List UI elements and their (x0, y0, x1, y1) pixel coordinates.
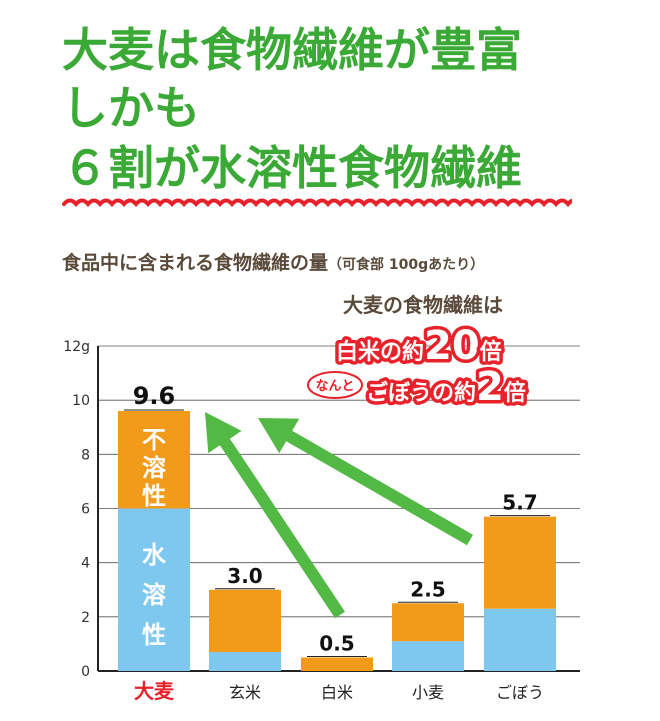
badge-burdock-2x: なんと ごぼうの約2倍 (307, 361, 529, 414)
y-tick-label: 4 (81, 556, 90, 572)
chart-subtitle: 食品中に含まれる食物繊維の量（可食部 100gあたり） (62, 248, 484, 275)
bar-insoluble-0 (118, 411, 190, 509)
y-tick-label: 12g (63, 339, 90, 355)
bar-insoluble-4 (484, 516, 556, 609)
soluble-segment-label-char: 溶 (142, 581, 166, 609)
value-label: 9.6 (133, 382, 176, 410)
callout-heading: 大麦の食物繊維は (343, 293, 503, 317)
soluble-segment-label-char: 性 (142, 621, 166, 649)
insoluble-segment-label-char: 溶 (142, 454, 166, 482)
value-label: 3.0 (227, 564, 262, 588)
nanto-bubble (307, 371, 363, 399)
bar-soluble-1 (209, 652, 281, 671)
category-label: 小麦 (412, 683, 444, 702)
y-tick-label: 10 (72, 393, 90, 409)
badge-rice-20x: 白米の約20倍 (333, 320, 506, 373)
nanto-label: なんと (315, 379, 354, 394)
value-label: 2.5 (410, 577, 445, 601)
headline-line-1: 大麦は食物繊維が豊富 (62, 23, 522, 77)
category-label: 玄米 (229, 683, 261, 702)
badge1-suffix: 倍 (480, 339, 502, 365)
chart-subtitle-main: 食品中に含まれる食物繊維の量 (62, 252, 329, 274)
y-tick-label: 6 (81, 502, 90, 518)
badge1-number: 20 (424, 323, 480, 369)
y-tick-label: 8 (81, 447, 90, 463)
arrow-from-rice (205, 412, 345, 619)
badge2-suffix: 倍 (504, 380, 526, 406)
value-label: 5.7 (502, 491, 537, 515)
badge1-prefix: 白米の約 (336, 339, 424, 365)
bar-soluble-3 (392, 641, 464, 671)
red-wavy-underline (62, 198, 572, 208)
soluble-segment-label: 水溶性 (142, 541, 167, 649)
insoluble-segment-label: 不溶性 (142, 426, 166, 510)
bar-soluble-4 (484, 608, 556, 671)
insoluble-segment-label-char: 不 (142, 426, 166, 454)
badge2-prefix: ごぼうの約 (366, 380, 476, 406)
arrow-from-burdock (258, 418, 473, 546)
chart-subtitle-note: （可食部 100gあたり） (328, 257, 485, 273)
value-label: 0.5 (319, 631, 354, 655)
svg-text:ごぼうの約2倍: ごぼうの約2倍 (366, 364, 526, 410)
category-label: 大麦 (134, 679, 175, 703)
y-tick-label: 0 (81, 664, 90, 680)
svg-text:白米の約20倍: 白米の約20倍 (336, 323, 502, 369)
insoluble-segment-label-char: 性 (142, 482, 166, 510)
bar-insoluble-3 (392, 603, 464, 642)
headline-line-3: ６割が水溶性食物繊維 (62, 141, 522, 195)
badge2-number: 2 (476, 364, 504, 410)
y-tick-label: 2 (81, 610, 90, 626)
category-label: ごぼう (496, 683, 544, 702)
bar-insoluble-1 (209, 589, 281, 653)
soluble-segment-label-char: 水 (142, 541, 167, 569)
bar-soluble-0 (118, 508, 190, 671)
category-label: 白米 (321, 683, 353, 702)
headline-line-2: しかも (62, 81, 200, 135)
bar-insoluble-2 (301, 657, 373, 671)
